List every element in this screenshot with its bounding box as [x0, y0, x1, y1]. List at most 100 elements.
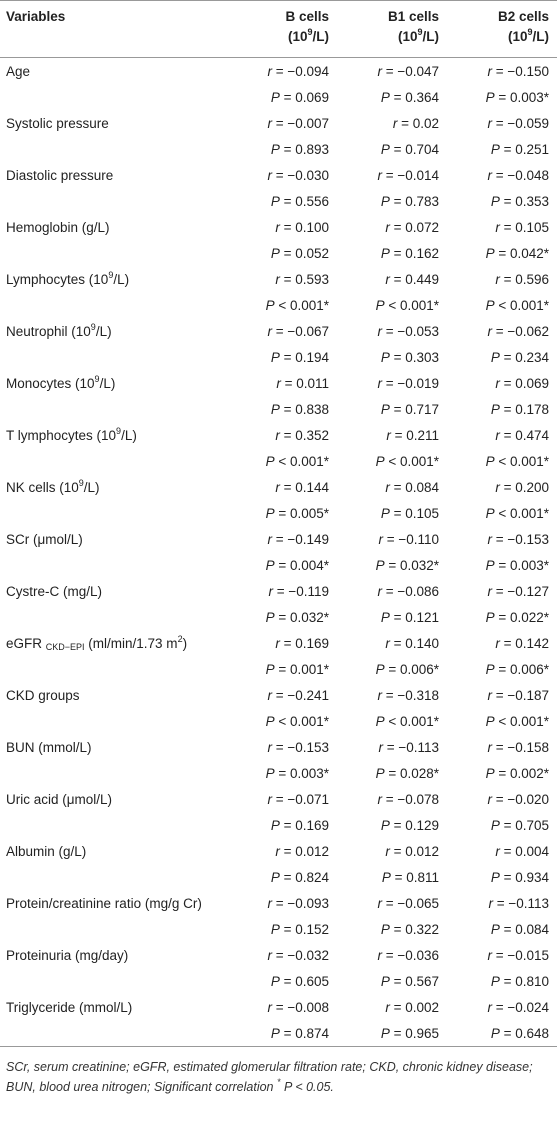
- value-cell: P < 0.001*: [227, 708, 337, 734]
- r-value: r = −0.093: [267, 895, 329, 911]
- r-row: Protein/creatinine ratio (mg/g Cr) r = −0…: [0, 890, 557, 916]
- header-sup: 9: [527, 27, 533, 37]
- r-value: r = 0.211: [386, 427, 439, 443]
- value-cell: r = 0.002: [337, 994, 447, 1020]
- value-cell: P < 0.001*: [447, 292, 557, 318]
- r-value: r = 0.072: [385, 219, 439, 235]
- p-value: P = 0.121: [380, 609, 439, 625]
- variable-cell: Protein/creatinine ratio (mg/g Cr): [0, 890, 227, 916]
- variable-mid: (ml/min/1.73 m: [84, 635, 178, 651]
- r-value: r = 0.105: [495, 219, 549, 235]
- variable-cell: [0, 916, 227, 942]
- r-row: Systolic pressure r = −0.007 r = 0.02 r = −…: [0, 110, 557, 136]
- header-end: /L): [532, 29, 550, 44]
- variable-end: /L): [95, 323, 112, 339]
- variable-cell: [0, 292, 227, 318]
- variable-main: Hemoglobin (g/L): [6, 219, 110, 235]
- variable-cell: Neutrophil (109/L): [0, 318, 227, 344]
- header-row: Variables B cells (109/L) B1 cells (109/L) B2…: [0, 0, 557, 58]
- r-value: r = 0.140: [385, 635, 439, 651]
- p-value: P = 0.032*: [375, 557, 439, 573]
- variable-cell: [0, 604, 227, 630]
- value-cell: P = 0.052: [227, 240, 337, 266]
- header-sup: 9: [307, 27, 313, 37]
- value-cell: P < 0.001*: [227, 292, 337, 318]
- value-cell: P = 0.704: [337, 136, 447, 162]
- r-value: r = 0.593: [275, 271, 329, 287]
- value-cell: P = 0.838: [227, 396, 337, 422]
- variable-main: Neutrophil (10: [6, 323, 91, 339]
- value-cell: r = 0.474: [447, 422, 557, 448]
- value-cell: P = 0.194: [227, 344, 337, 370]
- variable-cell: Age: [0, 58, 227, 85]
- value-cell: P = 0.810: [447, 968, 557, 994]
- header-main: B1 cells: [387, 9, 439, 24]
- variable-cell: [0, 396, 227, 422]
- p-row: P < 0.001* P < 0.001* P < 0.001*: [0, 448, 557, 474]
- r-value: r = −0.127: [487, 583, 549, 599]
- value-cell: P < 0.001*: [227, 448, 337, 474]
- r-value: r = −0.062: [487, 323, 549, 339]
- r-row: eGFR CKD−EPI (ml/min/1.73 m2) r = 0.169 r …: [0, 630, 557, 656]
- p-value: P = 0.556: [270, 193, 329, 209]
- value-cell: P = 0.556: [227, 188, 337, 214]
- variable-main: T lymphocytes (10: [6, 427, 117, 443]
- variable-main: Diastolic pressure: [6, 167, 114, 183]
- variable-cell: [0, 656, 227, 682]
- value-cell: P = 0.322: [337, 916, 447, 942]
- variable-main: SCr (μmol/L): [6, 531, 83, 547]
- p-value: P = 0.605: [270, 973, 329, 989]
- variable-cell: [0, 500, 227, 526]
- r-value: r = −0.094: [267, 63, 329, 79]
- value-cell: r = −0.059: [447, 110, 557, 136]
- r-value: r = 0.004: [495, 843, 549, 859]
- value-cell: P = 0.364: [337, 84, 447, 110]
- value-cell: P = 0.032*: [227, 604, 337, 630]
- p-value: P = 0.032*: [265, 609, 329, 625]
- r-value: r = −0.008: [267, 999, 329, 1015]
- variable-main: NK cells (10: [6, 479, 79, 495]
- r-value: r = −0.048: [487, 167, 549, 183]
- value-cell: r = −0.036: [337, 942, 447, 968]
- value-cell: P = 0.251: [447, 136, 557, 162]
- value-cell: r = −0.007: [227, 110, 337, 136]
- value-cell: r = −0.241: [227, 682, 337, 708]
- p-value: P < 0.001*: [375, 297, 439, 313]
- variable-cell: [0, 708, 227, 734]
- r-value: r = 0.012: [385, 843, 439, 859]
- r-row: Albumin (g/L) r = 0.012 r = 0.012 r = 0.004: [0, 838, 557, 864]
- r-value: r = 0.474: [495, 427, 549, 443]
- variable-sup: 9: [94, 373, 100, 384]
- value-cell: P = 0.003*: [447, 84, 557, 110]
- variable-cell: Uric acid (μmol/L): [0, 786, 227, 812]
- variable-sup: 9: [78, 477, 84, 488]
- p-row: P = 0.874 P = 0.965 P = 0.648: [0, 1020, 557, 1047]
- p-value: P < 0.001*: [265, 713, 329, 729]
- variable-cell: [0, 188, 227, 214]
- variable-cell: Cystre-C (mg/L): [0, 578, 227, 604]
- r-value: r = −0.110: [378, 531, 439, 547]
- value-cell: P < 0.001*: [447, 500, 557, 526]
- p-row: P = 0.004* P = 0.032* P = 0.003*: [0, 552, 557, 578]
- r-value: r = −0.153: [267, 739, 329, 755]
- r-value: r = 0.02: [392, 115, 439, 131]
- value-cell: r = −0.149: [227, 526, 337, 552]
- value-cell: P = 0.874: [227, 1020, 337, 1047]
- value-cell: P = 0.965: [337, 1020, 447, 1047]
- variable-end: ): [182, 635, 188, 651]
- r-row: CKD groups r = −0.241 r = −0.318 r = −0.187: [0, 682, 557, 708]
- value-cell: r = −0.071: [227, 786, 337, 812]
- p-value: P = 0.783: [380, 193, 439, 209]
- p-row: P = 0.605 P = 0.567 P = 0.810: [0, 968, 557, 994]
- r-row: Lymphocytes (109/L) r = 0.593 r = 0.449 r =…: [0, 266, 557, 292]
- p-value: P = 0.934: [490, 869, 549, 885]
- p-row: P = 0.194 P = 0.303 P = 0.234: [0, 344, 557, 370]
- variable-main: CKD groups: [6, 687, 80, 703]
- value-cell: r = 0.100: [227, 214, 337, 240]
- value-cell: P = 0.178: [447, 396, 557, 422]
- value-cell: P = 0.783: [337, 188, 447, 214]
- variable-main: Uric acid (μmol/L): [6, 791, 113, 807]
- p-row: P < 0.001* P < 0.001* P < 0.001*: [0, 708, 557, 734]
- value-cell: r = 0.142: [447, 630, 557, 656]
- p-row: P = 0.838 P = 0.717 P = 0.178: [0, 396, 557, 422]
